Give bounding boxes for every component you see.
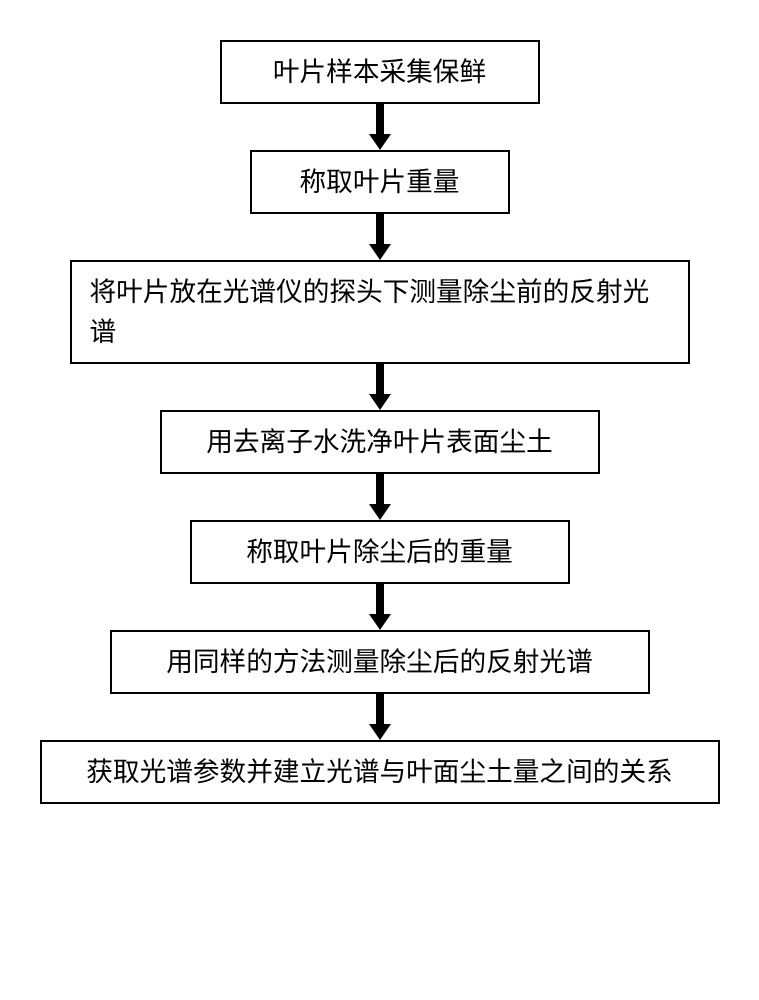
flow-node-n3: 将叶片放在光谱仪的探头下测量除尘前的反射光谱 <box>70 260 690 364</box>
arrow <box>20 584 739 630</box>
arrow <box>20 694 739 740</box>
flow-node-label: 称取叶片除尘后的重量 <box>246 537 513 567</box>
arrow <box>20 214 739 260</box>
flow-node-n1: 叶片样本采集保鲜 <box>220 40 540 104</box>
flow-node-n5: 称取叶片除尘后的重量 <box>190 520 570 584</box>
arrow <box>20 104 739 150</box>
flow-node-n6: 用同样的方法测量除尘后的反射光谱 <box>110 630 650 694</box>
flow-node-n2: 称取叶片重量 <box>250 150 510 214</box>
flow-node-label: 称取叶片重量 <box>300 167 460 197</box>
flow-node-label: 将叶片放在光谱仪的探头下测量除尘前的反射光谱 <box>90 277 650 347</box>
flowchart-container: 叶片样本采集保鲜称取叶片重量将叶片放在光谱仪的探头下测量除尘前的反射光谱用去离子… <box>20 40 739 804</box>
flow-node-n7: 获取光谱参数并建立光谱与叶面尘土量之间的关系 <box>40 740 720 804</box>
arrow <box>20 474 739 520</box>
flow-node-label: 用去离子水洗净叶片表面尘土 <box>206 427 553 457</box>
flow-node-label: 叶片样本采集保鲜 <box>273 57 486 87</box>
flow-node-n4: 用去离子水洗净叶片表面尘土 <box>160 410 600 474</box>
flow-node-label: 用同样的方法测量除尘后的反射光谱 <box>166 647 593 677</box>
arrow <box>20 364 739 410</box>
flow-node-label: 获取光谱参数并建立光谱与叶面尘土量之间的关系 <box>86 757 672 787</box>
